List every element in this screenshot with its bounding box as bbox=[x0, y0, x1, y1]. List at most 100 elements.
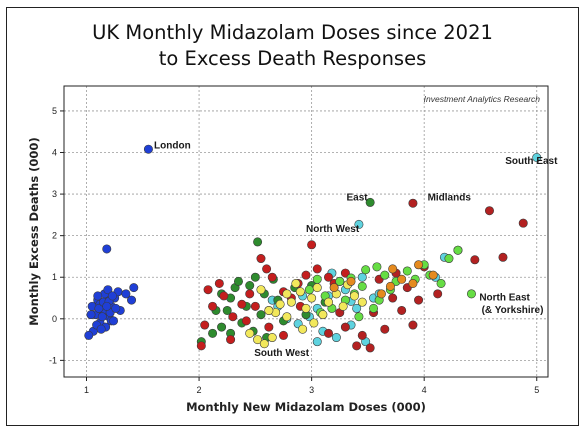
data-point bbox=[109, 316, 119, 326]
data-point bbox=[253, 237, 263, 247]
annotation-label: (& Yorkshire) bbox=[482, 305, 544, 316]
data-point bbox=[312, 264, 322, 274]
x-axis-label: Monthly New Midazolam Doses (000) bbox=[186, 400, 426, 414]
data-point bbox=[335, 276, 345, 286]
data-point bbox=[259, 339, 269, 349]
annotation-label: East bbox=[347, 192, 369, 203]
y-axis-label: Monthly Excess Deaths (000) bbox=[27, 137, 41, 325]
data-point bbox=[233, 276, 243, 286]
data-point bbox=[298, 324, 308, 334]
y-tick-label: 5 bbox=[52, 106, 57, 116]
x-tick-label: 2 bbox=[197, 385, 202, 395]
data-point bbox=[312, 337, 322, 347]
data-point bbox=[256, 254, 266, 264]
data-point bbox=[352, 341, 362, 351]
data-point bbox=[286, 297, 296, 307]
data-point bbox=[309, 318, 319, 328]
data-point bbox=[228, 312, 238, 322]
data-point bbox=[111, 303, 121, 313]
data-point bbox=[86, 310, 96, 320]
data-point bbox=[312, 283, 322, 293]
axis-ticks: 1 2 3 4 5 -1 0 1 2 3 4 5 bbox=[49, 106, 539, 395]
chart-title-line-2: to Excess Death Responses bbox=[158, 47, 427, 70]
data-point bbox=[253, 335, 263, 345]
data-point bbox=[340, 322, 350, 332]
data-point bbox=[102, 301, 112, 311]
annotations: London South East East Midlands North West No… bbox=[154, 140, 558, 359]
data-point bbox=[301, 270, 311, 280]
data-point bbox=[196, 341, 206, 351]
data-point bbox=[129, 283, 139, 293]
data-point bbox=[354, 219, 364, 229]
data-point bbox=[84, 330, 94, 340]
data-point bbox=[245, 281, 255, 291]
series-other bbox=[329, 260, 438, 299]
data-point bbox=[103, 285, 113, 295]
chart-title-line-1: UK Monthly Midazolam Doses since 2021 bbox=[92, 21, 493, 44]
chart-frame bbox=[6, 7, 579, 426]
data-point bbox=[203, 285, 213, 295]
x-tick-label: 5 bbox=[534, 385, 539, 395]
x-tick-label: 1 bbox=[84, 385, 89, 395]
data-point bbox=[361, 265, 371, 275]
data-point bbox=[318, 310, 328, 320]
data-point bbox=[241, 316, 251, 326]
data-point bbox=[295, 287, 305, 297]
y-tick-label: 2 bbox=[52, 231, 57, 241]
annotation-label: South East bbox=[505, 156, 558, 167]
data-point bbox=[470, 255, 480, 265]
data-point bbox=[329, 283, 339, 293]
data-point bbox=[349, 291, 359, 301]
data-point bbox=[402, 266, 412, 276]
data-point bbox=[307, 240, 317, 250]
data-point bbox=[376, 289, 386, 299]
data-point bbox=[453, 245, 463, 255]
data-point bbox=[278, 330, 288, 340]
data-point bbox=[93, 291, 103, 301]
data-point bbox=[498, 252, 508, 262]
x-tick-label: 3 bbox=[309, 385, 314, 395]
y-tick-label: 3 bbox=[52, 189, 57, 199]
data-point bbox=[338, 301, 348, 311]
data-point bbox=[282, 312, 292, 322]
data-point bbox=[397, 305, 407, 315]
watermark-text: Investment Analytics Research bbox=[424, 94, 541, 104]
data-point bbox=[388, 293, 398, 303]
data-point bbox=[250, 301, 260, 311]
data-point bbox=[428, 270, 438, 280]
data-point bbox=[291, 278, 301, 288]
data-point bbox=[466, 289, 476, 299]
data-point bbox=[245, 289, 255, 299]
data-point bbox=[97, 312, 107, 322]
data-point bbox=[532, 153, 542, 163]
y-tick-label: 0 bbox=[52, 314, 57, 324]
annotation-label: North East bbox=[479, 293, 530, 304]
data-point bbox=[143, 144, 153, 154]
data-point bbox=[380, 324, 390, 334]
data-point bbox=[256, 285, 266, 295]
data-point bbox=[208, 328, 218, 338]
data-point bbox=[414, 295, 424, 305]
data-point bbox=[357, 272, 367, 282]
chart-title: UK Monthly Midazolam Doses since 2021 to… bbox=[0, 20, 585, 72]
data-point bbox=[352, 303, 362, 313]
data-point bbox=[107, 291, 117, 301]
data-point bbox=[307, 293, 317, 303]
data-point bbox=[372, 262, 382, 272]
data-point bbox=[331, 333, 341, 343]
y-tick-label: -1 bbox=[49, 355, 57, 365]
plot-area bbox=[63, 85, 549, 378]
data-point bbox=[214, 278, 224, 288]
data-point bbox=[96, 324, 106, 334]
annotation-label: London bbox=[154, 140, 191, 151]
data-point bbox=[397, 274, 407, 284]
data-point bbox=[444, 254, 454, 264]
data-point bbox=[436, 278, 446, 288]
data-point bbox=[414, 260, 424, 270]
data-point bbox=[250, 272, 260, 282]
data-point bbox=[324, 328, 334, 338]
data-point bbox=[433, 289, 443, 299]
data-point bbox=[200, 320, 210, 330]
data-point bbox=[365, 197, 375, 207]
data-point bbox=[222, 305, 232, 315]
